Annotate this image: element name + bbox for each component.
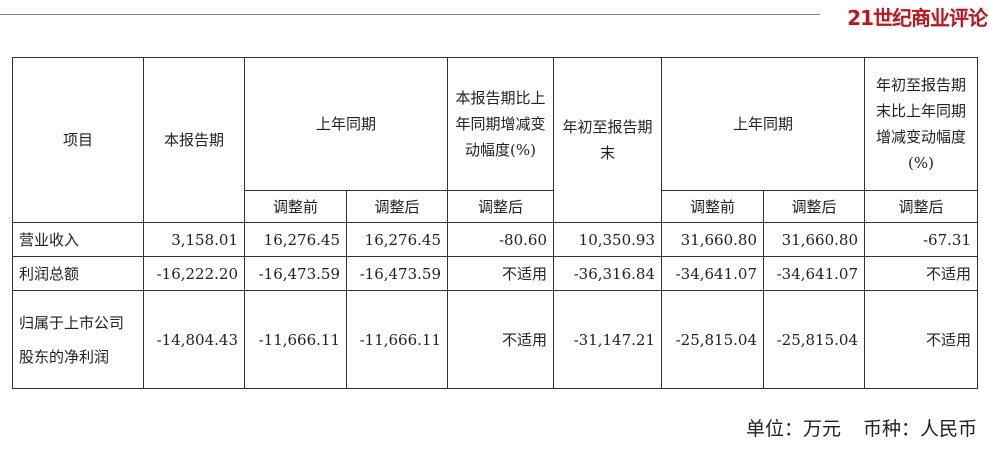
- header-change-current: 本报告期比上年同期增减变动幅度(%): [447, 57, 554, 191]
- row-label: 利润总额: [12, 256, 144, 291]
- subheader: 调整后: [346, 190, 448, 223]
- cell: 不适用: [864, 290, 978, 389]
- cell: 3,158.01: [143, 222, 245, 257]
- table-row: 利润总额 -16,222.20 -16,473.59 -16,473.59 不适…: [12, 256, 978, 291]
- cell: -11,666.11: [244, 290, 347, 389]
- cell: -67.31: [864, 222, 978, 257]
- cell: 不适用: [447, 290, 554, 389]
- cell: -14,804.43: [143, 290, 245, 389]
- subheader: 调整前: [661, 190, 764, 223]
- header-current-period: 本报告期: [143, 57, 245, 223]
- cell: -31,147.21: [553, 290, 662, 389]
- cell: -34,641.07: [661, 256, 764, 291]
- header-item: 项目: [12, 57, 144, 223]
- subheader: 调整后: [763, 190, 865, 223]
- cell: -16,222.20: [143, 256, 245, 291]
- header-prior-ytd: 上年同期: [661, 57, 865, 191]
- cell: 不适用: [447, 256, 554, 291]
- financial-table: 项目 本报告期 上年同期 本报告期比上年同期增减变动幅度(%) 年初至报告期末 …: [12, 57, 978, 389]
- cell: 16,276.45: [244, 222, 347, 257]
- table-row: 营业收入 3,158.01 16,276.45 16,276.45 -80.60…: [12, 222, 978, 257]
- unit-label: 单位：万元: [745, 418, 841, 440]
- subheader: 调整后: [447, 190, 554, 223]
- cell: -16,473.59: [244, 256, 347, 291]
- cell: -25,815.04: [661, 290, 764, 389]
- row-label: 归属于上市公司股东的净利润: [12, 290, 144, 389]
- cell: 16,276.45: [346, 222, 448, 257]
- header-prior-period: 上年同期: [244, 57, 448, 191]
- cell: -80.60: [447, 222, 554, 257]
- cell: 31,660.80: [661, 222, 764, 257]
- table-row: 归属于上市公司股东的净利润 -14,804.43 -11,666.11 -11,…: [12, 290, 978, 389]
- header-change-ytd: 年初至报告期末比上年同期增减变动幅度(%): [864, 57, 978, 191]
- cell: -16,473.59: [346, 256, 448, 291]
- unit-note: 单位：万元 币种：人民币: [724, 414, 977, 441]
- currency-label: 币种：人民币: [862, 418, 977, 440]
- header-ytd: 年初至报告期末: [553, 57, 662, 223]
- cell: -25,815.04: [763, 290, 865, 389]
- header-rule: [0, 14, 820, 15]
- cell: 31,660.80: [763, 222, 865, 257]
- subheader: 调整后: [864, 190, 978, 223]
- cell: -36,316.84: [553, 256, 662, 291]
- cell: -34,641.07: [763, 256, 865, 291]
- cell: 不适用: [864, 256, 978, 291]
- cell: -11,666.11: [346, 290, 448, 389]
- cell: 10,350.93: [553, 222, 662, 257]
- row-label: 营业收入: [12, 222, 144, 257]
- brand-logo: 21世纪商业评论: [847, 6, 988, 30]
- subheader: 调整前: [244, 190, 347, 223]
